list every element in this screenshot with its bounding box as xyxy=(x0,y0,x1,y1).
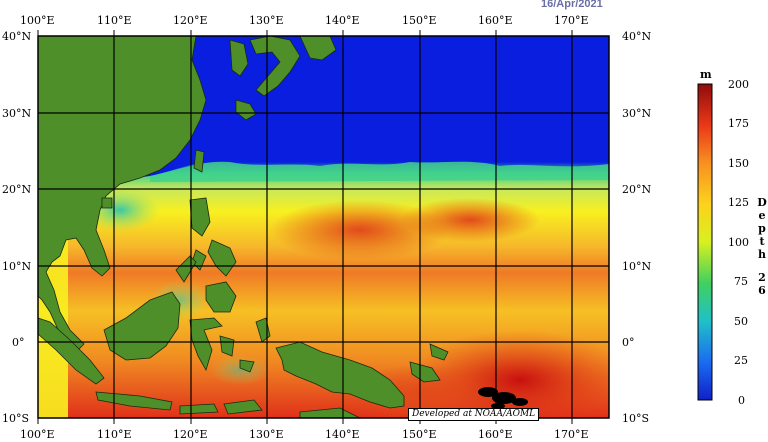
colorbar-tick-0: 0 xyxy=(738,394,745,407)
colorbar-title-char: t xyxy=(759,235,765,248)
colorbar-title-char: h xyxy=(758,248,766,261)
date-label: 16/Apr/2021 xyxy=(541,0,603,10)
lon-label-bottom-110: 110°E xyxy=(97,428,132,441)
lat-label-right-10s: 10°S xyxy=(622,412,650,425)
lon-label-bottom-170: 170°E xyxy=(554,428,589,441)
lon-label-bottom-150: 150°E xyxy=(402,428,437,441)
lon-label-top-160: 160°E xyxy=(478,14,513,27)
lat-label-left-30n: 30°N xyxy=(2,107,32,120)
lat-label-right-0: 0° xyxy=(622,336,635,349)
colorbar-title-char: 6 xyxy=(758,284,766,297)
colorbar-title-char: 2 xyxy=(758,271,766,284)
colorbar-tick-200: 200 xyxy=(728,78,749,91)
lon-label-bottom-120: 120°E xyxy=(173,428,208,441)
colorbar-title: D e p t h 2 6 xyxy=(756,196,768,297)
lon-label-bottom-140: 140°E xyxy=(325,428,360,441)
colorbar-tick-25: 25 xyxy=(734,354,748,367)
lon-label-bottom-130: 130°E xyxy=(249,428,284,441)
credit-label: Developed at NOAA/AOML xyxy=(408,408,540,421)
colorbar xyxy=(697,83,713,401)
lat-label-left-10n: 10°N xyxy=(2,260,32,273)
colorbar-tick-175: 175 xyxy=(728,117,749,130)
colorbar-title-char: e xyxy=(758,209,766,222)
colorbar-title-char: p xyxy=(758,222,766,235)
lon-label-top-170: 170°E xyxy=(554,14,589,27)
lon-label-top-130: 130°E xyxy=(249,14,284,27)
lon-label-top-150: 150°E xyxy=(402,14,437,27)
lat-label-left-10s: 10°S xyxy=(2,412,30,425)
land-masses xyxy=(37,35,449,419)
colorbar-tick-50: 50 xyxy=(734,315,748,328)
map-frame xyxy=(37,35,610,419)
lon-label-bottom-160: 160°E xyxy=(478,428,513,441)
lat-label-right-10n: 10°N xyxy=(622,260,652,273)
grid-lines xyxy=(38,36,609,418)
lat-label-left-0: 0° xyxy=(12,336,25,349)
lat-label-left-40n: 40°N xyxy=(2,30,32,43)
colorbar-tick-100: 100 xyxy=(728,236,749,249)
lat-label-right-40n: 40°N xyxy=(622,30,652,43)
colorbar-title-gap xyxy=(756,261,768,271)
axis-ticks xyxy=(37,30,573,424)
colorbar-tick-150: 150 xyxy=(728,157,749,170)
lon-label-top-140: 140°E xyxy=(325,14,360,27)
colorbar-unit: m xyxy=(700,68,712,81)
colorbar-tick-125: 125 xyxy=(728,196,749,209)
colorbar-title-char: D xyxy=(757,196,767,209)
lon-label-top-110: 110°E xyxy=(97,14,132,27)
lon-label-top-100: 100°E xyxy=(20,14,55,27)
colorbar-tick-75: 75 xyxy=(734,275,748,288)
lat-label-right-30n: 30°N xyxy=(622,107,652,120)
island-cluster xyxy=(478,387,528,409)
lat-label-right-20n: 20°N xyxy=(622,183,652,196)
lon-label-top-120: 120°E xyxy=(173,14,208,27)
lon-label-bottom-100: 100°E xyxy=(20,428,55,441)
lat-label-left-20n: 20°N xyxy=(2,183,32,196)
